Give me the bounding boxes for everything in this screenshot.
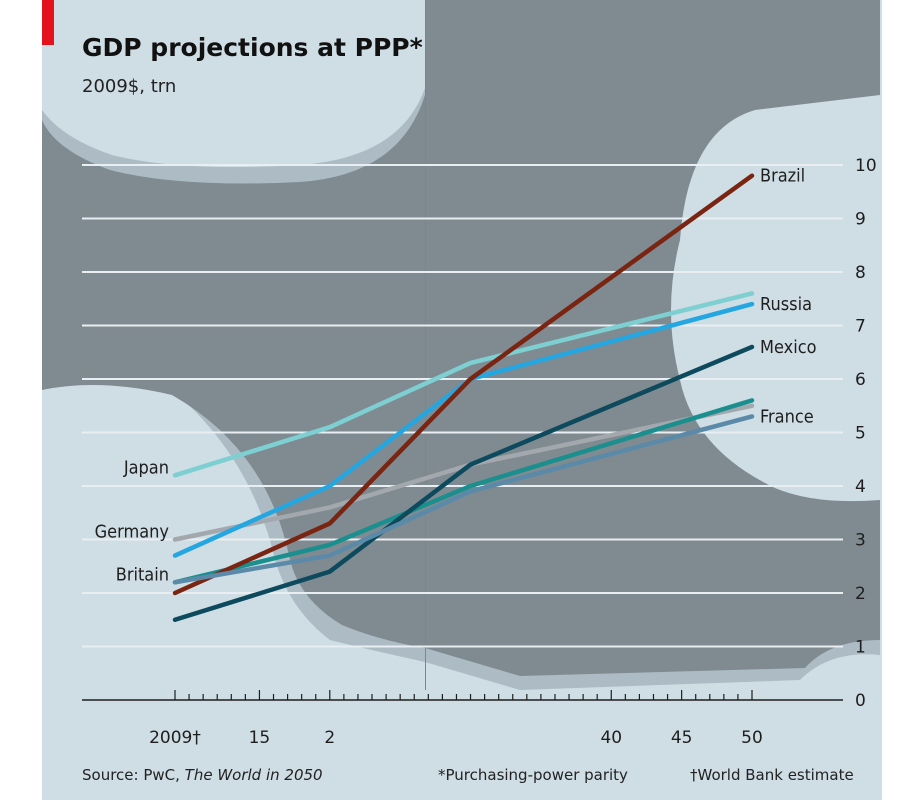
title-panel-clear	[42, 0, 425, 168]
series-label-france: France	[760, 406, 814, 427]
x-tick-label: 15	[249, 728, 271, 748]
x-tick-label: 2	[324, 728, 335, 748]
series-lines	[172, 173, 755, 622]
brand-accent-bar	[42, 0, 54, 45]
chart-subtitle: 2009$, trn	[82, 76, 176, 97]
footnote-world-bank: †World Bank estimate	[690, 766, 854, 784]
x-tick-label: 2009†	[149, 728, 201, 748]
series-label-russia: Russia	[760, 294, 812, 315]
series-label-britain: Britain	[116, 564, 169, 585]
y-tick-label: 3	[855, 531, 866, 551]
series-line-brazil	[172, 173, 755, 596]
y-tick-label: 4	[855, 477, 866, 497]
y-tick-label: 1	[855, 638, 866, 658]
y-tick-label: 9	[855, 210, 866, 230]
chart-title: GDP projections at PPP*	[82, 33, 423, 62]
series-label-mexico: Mexico	[760, 337, 817, 358]
series-line-germany	[172, 403, 755, 542]
y-tick-label: 5	[855, 424, 866, 444]
y-tick-label: 8	[855, 263, 866, 283]
x-tick-label: 40	[600, 728, 622, 748]
x-tick-label: 45	[671, 728, 693, 748]
right-bubble-clear	[687, 128, 880, 486]
source-prefix: Source: PwC,	[82, 766, 185, 784]
chart-background	[42, 0, 882, 800]
y-tick-label: 0	[855, 691, 866, 711]
y-tick-label: 10	[855, 156, 877, 176]
series-line-japan	[172, 291, 755, 478]
series-label-brazil: Brazil	[760, 166, 805, 187]
series-label-japan: Japan	[123, 457, 169, 478]
x-tick-labels: 2009† 15 2 40 45 50	[149, 728, 763, 748]
footnote-ppp: *Purchasing-power parity	[438, 766, 628, 784]
series-line-france	[172, 414, 755, 585]
source-title: The World in 2050	[185, 766, 323, 784]
series-label-germany: Germany	[95, 522, 170, 543]
x-tick-label: 50	[741, 728, 763, 748]
y-tick-labels: 0 1 2 3 4 5 6 7 8 9 10	[855, 156, 877, 711]
mosaic-seam	[425, 0, 426, 690]
source-note: Source: PwC, The World in 2050	[82, 766, 323, 784]
series-line-russia	[172, 301, 755, 558]
y-tick-label: 7	[855, 317, 866, 337]
series-name-labels: Japan Germany Britain Russia Brazil Mexico Fra…	[95, 166, 817, 586]
y-tick-label: 6	[855, 370, 866, 390]
x-axis	[82, 690, 843, 701]
y-tick-label: 2	[855, 584, 866, 604]
series-line-mexico	[172, 344, 755, 622]
